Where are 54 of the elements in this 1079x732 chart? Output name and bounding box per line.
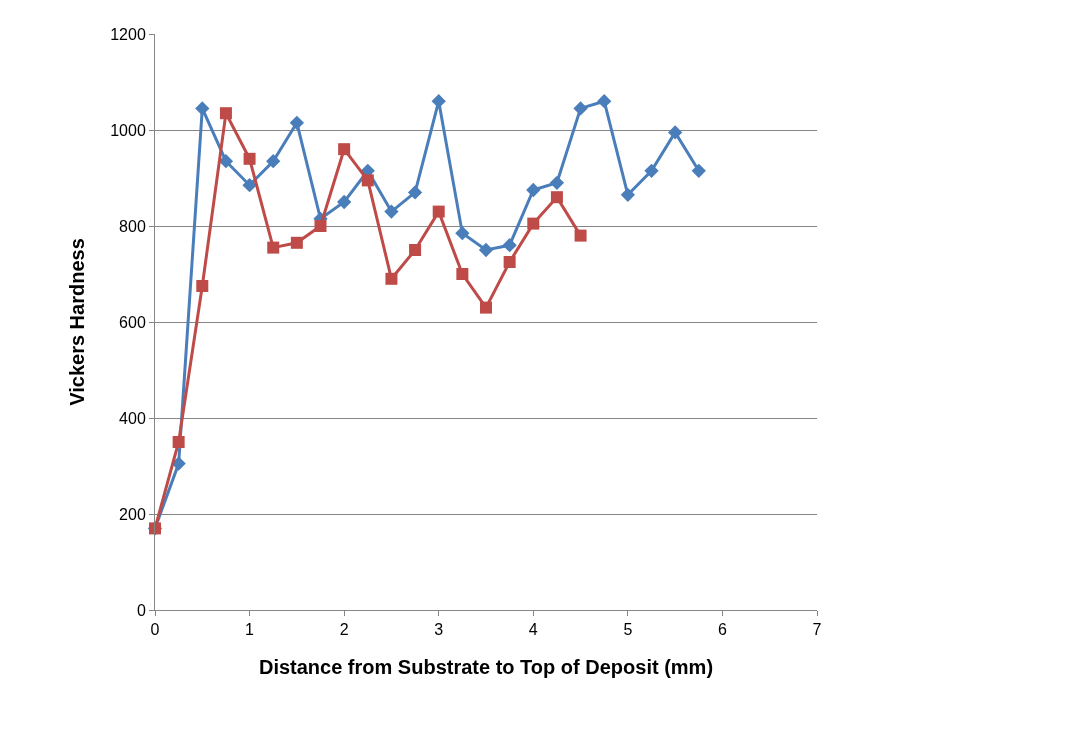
point [243, 152, 256, 165]
point [574, 229, 587, 242]
point [550, 191, 563, 204]
x-tick-label: 3 [434, 621, 444, 639]
point [385, 272, 398, 285]
x-tick-label: 5 [623, 621, 633, 639]
point [384, 204, 399, 219]
y-tick-label: 600 [119, 313, 146, 331]
point [314, 220, 327, 232]
point [573, 101, 588, 116]
point [267, 241, 280, 254]
x-axis-title: Distance from Substrate to Top of Deposit (mm) [258, 655, 714, 678]
x-tick-label: 1 [245, 621, 255, 639]
point [478, 242, 494, 258]
point [289, 115, 305, 130]
y-tick-label: 400 [119, 409, 146, 427]
y-tick-label: 800 [119, 217, 146, 235]
point [266, 154, 281, 169]
x-tick-label: 7 [812, 621, 822, 639]
point [218, 154, 234, 169]
point [597, 94, 612, 109]
point [667, 125, 683, 140]
point [196, 280, 209, 292]
point [455, 226, 470, 241]
point [644, 163, 659, 178]
y-tick-label: 200 [119, 505, 146, 523]
point [219, 107, 232, 120]
point [338, 143, 351, 156]
point [503, 256, 516, 268]
x-tick-label: 2 [339, 621, 349, 639]
y-axis-title: Vickers Hardness [65, 238, 88, 406]
point [502, 238, 517, 253]
point [407, 185, 423, 200]
point [172, 436, 185, 448]
point [691, 163, 706, 178]
point [480, 301, 492, 314]
x-tick-label: 6 [717, 621, 727, 639]
point [527, 217, 540, 230]
y-tick-label: 0 [136, 601, 146, 619]
y-tick-label: 1000 [110, 121, 146, 139]
x-tick-label: 4 [528, 621, 538, 639]
point [195, 101, 210, 116]
point [242, 178, 257, 193]
point [336, 194, 352, 210]
point [409, 244, 422, 256]
point [432, 205, 445, 218]
x-tick-label: 0 [150, 621, 160, 639]
y-tick-label: 1200 [110, 25, 146, 43]
point [526, 182, 541, 198]
point [549, 175, 565, 190]
point [290, 236, 303, 249]
point [361, 174, 374, 187]
point [620, 187, 636, 202]
point [456, 268, 469, 280]
